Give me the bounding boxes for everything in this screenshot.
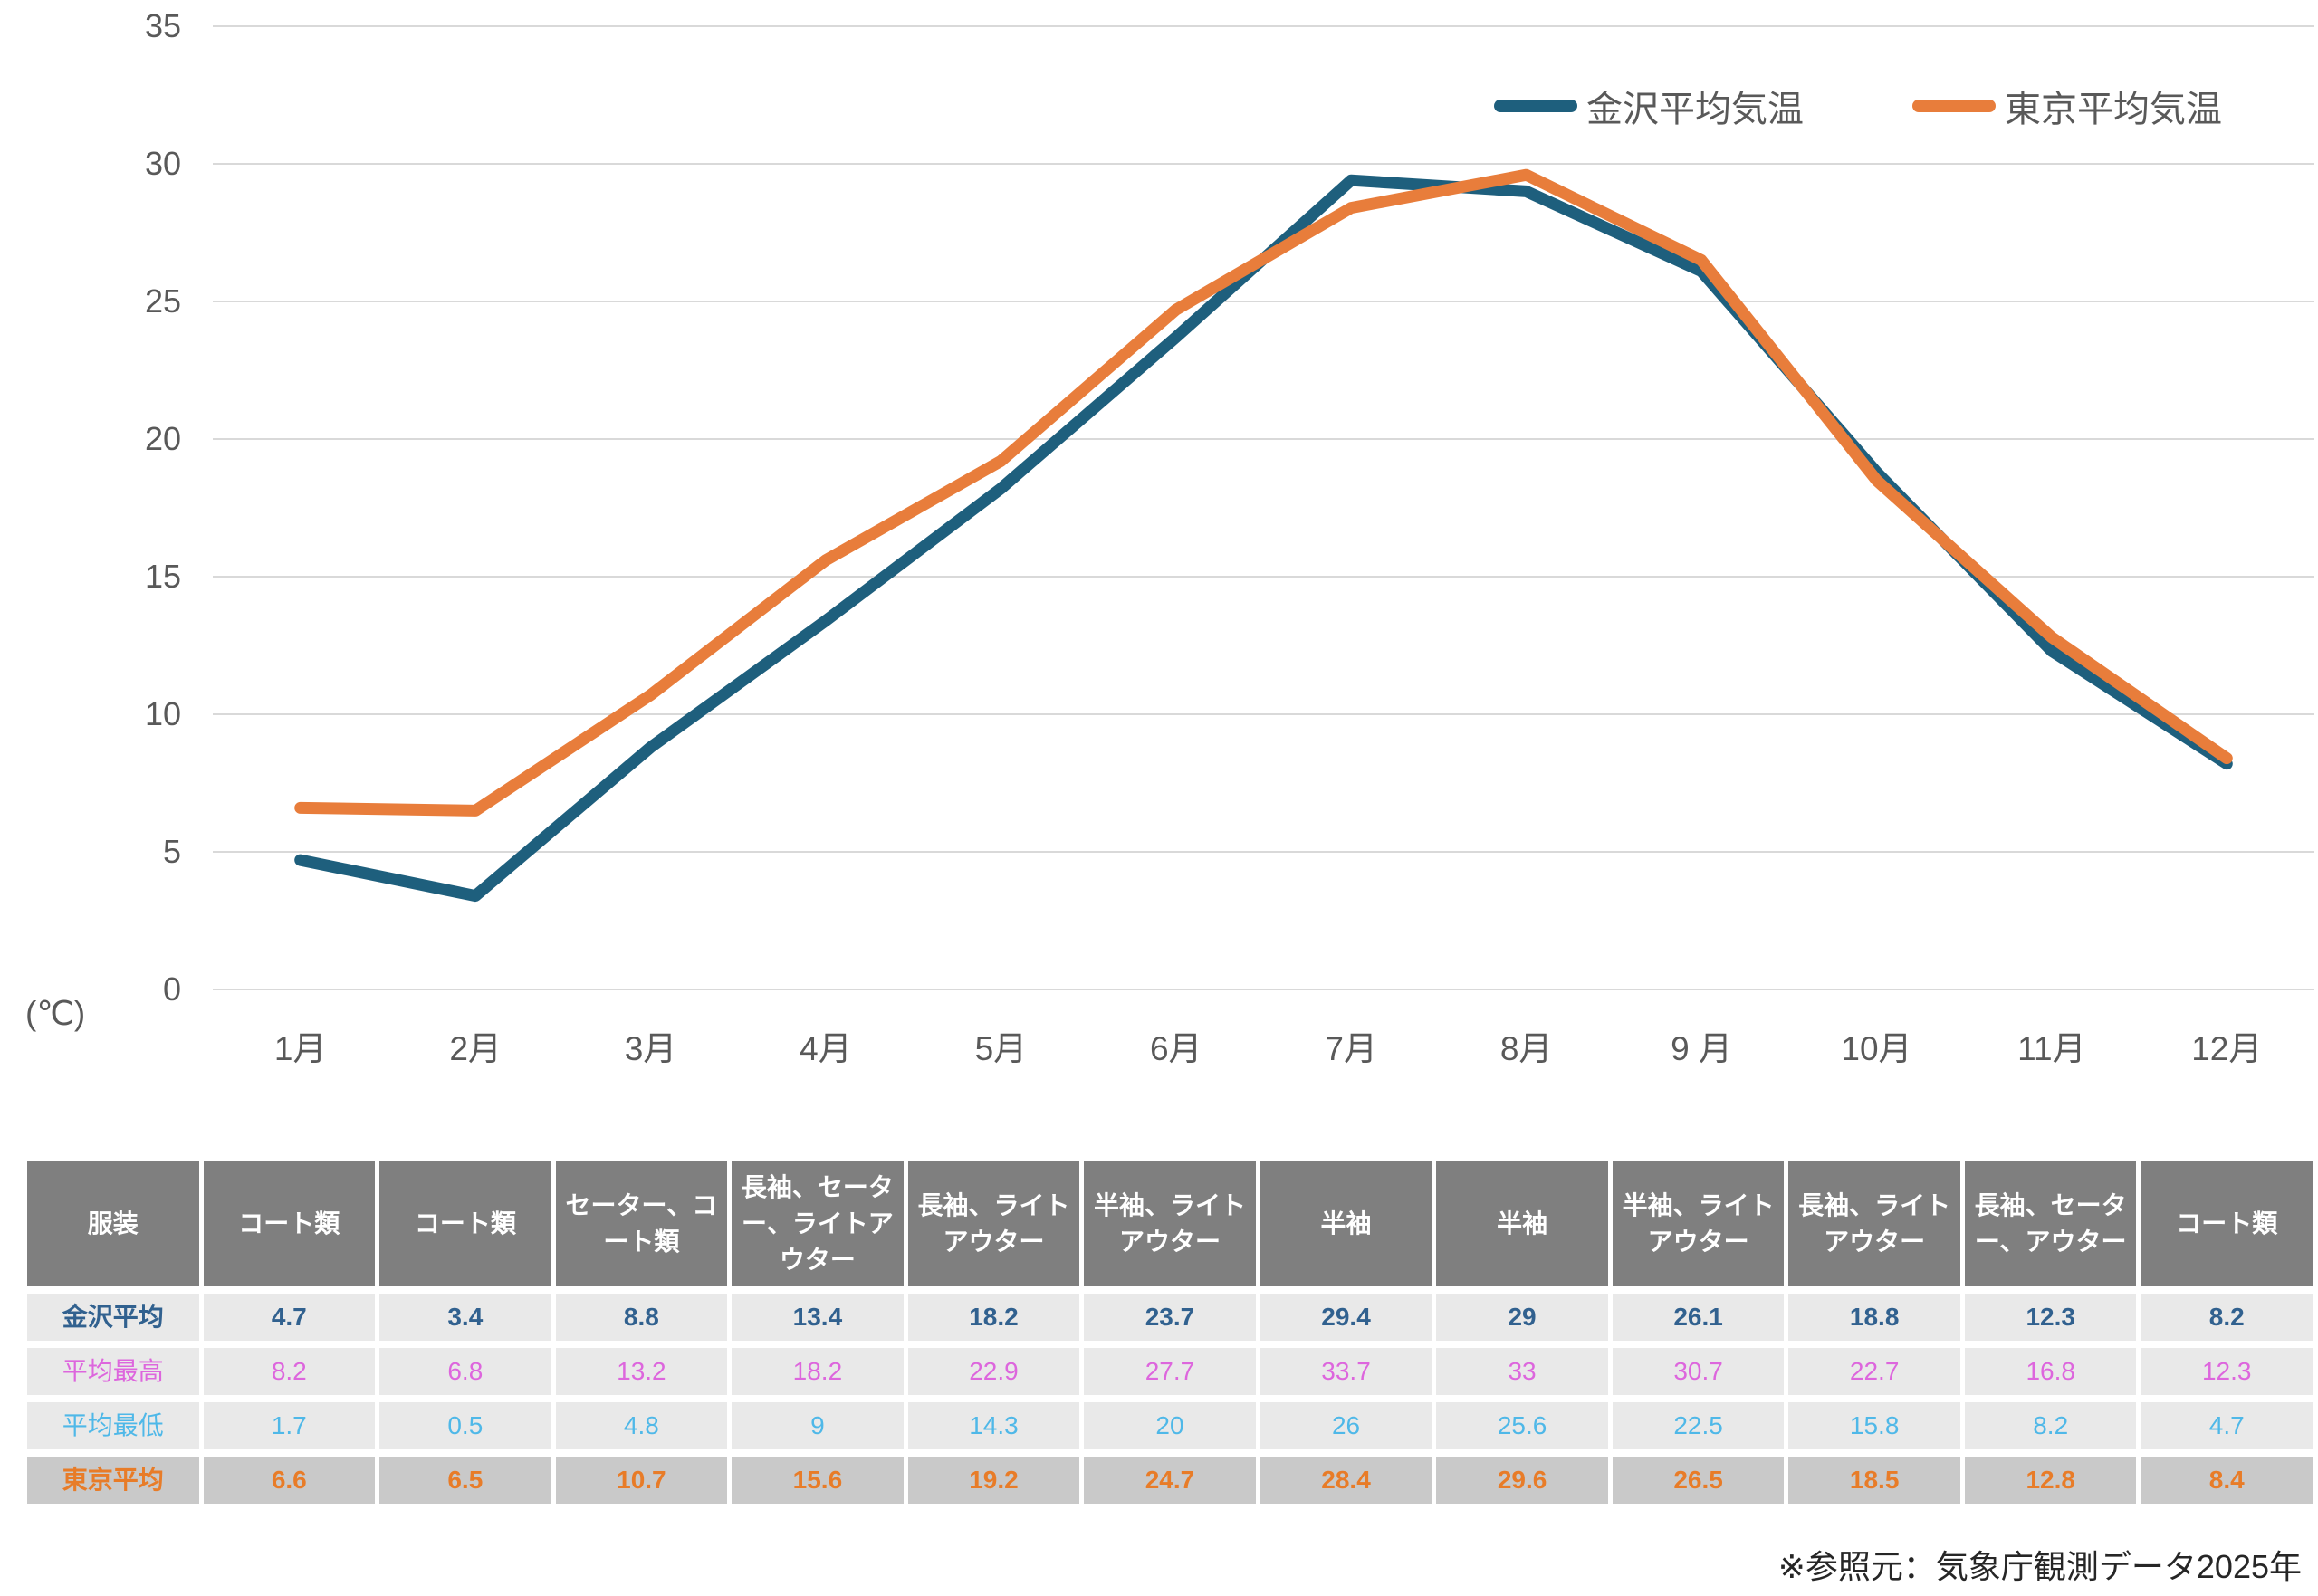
- clothing-temperature-table: 服装 コート類 コート類 セーター、コート類 長袖、セーター、ライトアウター 長袖、ライト…: [27, 1161, 2313, 1504]
- table-cell-r1-m11: 16.8: [1964, 1348, 2137, 1395]
- table-cell-r3-m9: 26.5: [1612, 1457, 1785, 1504]
- table-cell-r3-m2: 6.5: [379, 1457, 551, 1504]
- y-tick-label-25: 25: [144, 282, 181, 320]
- y-tick-label-35: 35: [144, 7, 181, 44]
- table-cell-r3-m11: 12.8: [1964, 1457, 2137, 1504]
- table-cell-r2-m9: 22.5: [1612, 1402, 1785, 1449]
- table-header-month-1: コート類: [203, 1161, 376, 1286]
- table-cell-r2-m2: 0.5: [379, 1402, 551, 1449]
- source-note: ※参照元：気象庁観測データ2025年: [1777, 1548, 2302, 1585]
- y-axis-unit-label: (℃): [25, 995, 86, 1032]
- x-tick-label-1: 1月: [273, 1030, 327, 1067]
- table-cell-r2-m3: 4.8: [555, 1402, 728, 1449]
- x-tick-label-12: 12月: [2191, 1030, 2263, 1067]
- chart-legend: 金沢平均気温 東京平均気温: [1494, 80, 2222, 132]
- table-cell-r1-m10: 22.7: [1788, 1348, 1960, 1395]
- chart-plot-area: [213, 25, 2314, 990]
- x-tick-label-9: 9 月: [1671, 1030, 1732, 1067]
- series-line-1: [294, 168, 2233, 817]
- table-cell-r3-m4: 15.6: [732, 1457, 904, 1504]
- table-header-rowlabel: 服装: [27, 1161, 199, 1286]
- row-label-0: 金沢平均: [27, 1294, 199, 1341]
- table-cell-r1-m8: 33: [1436, 1348, 1608, 1395]
- x-tick-label-6: 6月: [1149, 1030, 1202, 1067]
- x-tick-label-11: 11月: [2017, 1030, 2086, 1067]
- table-header-month-10: 長袖、ライトアウター: [1788, 1161, 1960, 1286]
- row-label-2: 平均最低: [27, 1402, 199, 1449]
- table-cell-r1-m12: 12.3: [2141, 1348, 2313, 1395]
- table-header-month-3: セーター、コート類: [555, 1161, 728, 1286]
- table-cell-r3-m12: 8.4: [2141, 1457, 2313, 1504]
- y-tick-label-30: 30: [144, 145, 181, 182]
- table-header-month-5: 長袖、ライトアウター: [907, 1161, 1080, 1286]
- table-cell-r1-m3: 13.2: [555, 1348, 728, 1395]
- table-cell-r2-m10: 15.8: [1788, 1402, 1960, 1449]
- legend-label-tokyo: 東京平均気温: [2005, 90, 2222, 129]
- table-header-month-12: コート類: [2141, 1161, 2313, 1286]
- x-tick-label-4: 4月: [800, 1030, 852, 1067]
- table-cell-r1-m9: 30.7: [1612, 1348, 1785, 1395]
- x-tick-label-2: 2月: [449, 1030, 502, 1067]
- table-cell-r0-m10: 18.8: [1788, 1294, 1960, 1341]
- temperature-line-chart: 0 5 10 15 20 25 30 35 (℃) 1月 2月 3月 4月 5月 6月 7月 8月 9 月 10…: [25, 7, 2314, 1067]
- table-cell-r1-m5: 22.9: [907, 1348, 1080, 1395]
- table-cell-r0-m12: 8.2: [2141, 1294, 2313, 1341]
- table-cell-r3-m6: 24.7: [1084, 1457, 1256, 1504]
- tokyo-line-swatch: [1912, 100, 1996, 112]
- table-cell-r0-m8: 29: [1436, 1294, 1608, 1341]
- x-tick-label-10: 10月: [1841, 1030, 1912, 1067]
- y-tick-label-5: 5: [162, 833, 181, 870]
- x-tick-label-7: 7月: [1325, 1030, 1377, 1067]
- table-cell-r3-m7: 28.4: [1260, 1457, 1432, 1504]
- table-cell-r0-m3: 8.8: [555, 1294, 728, 1341]
- table-cell-r0-m5: 18.2: [907, 1294, 1080, 1341]
- table-cell-r2-m4: 9: [732, 1402, 904, 1449]
- table-cell-r0-m6: 23.7: [1084, 1294, 1256, 1341]
- table-cell-r3-m5: 19.2: [907, 1457, 1080, 1504]
- table-cell-r2-m8: 25.6: [1436, 1402, 1608, 1449]
- table-cell-r1-m4: 18.2: [732, 1348, 904, 1395]
- table-cell-r2-m6: 20: [1084, 1402, 1256, 1449]
- x-tick-label-3: 3月: [624, 1030, 677, 1067]
- x-tick-label-8: 8月: [1499, 1030, 1553, 1067]
- table-cell-r3-m1: 6.6: [203, 1457, 376, 1504]
- legend-item-kanazawa: 金沢平均気温: [1494, 80, 1804, 132]
- table-cell-r1-m6: 27.7: [1084, 1348, 1256, 1395]
- table-cell-r3-m10: 18.5: [1788, 1457, 1960, 1504]
- table-cell-r3-m3: 10.7: [555, 1457, 728, 1504]
- x-tick-label-5: 5月: [974, 1030, 1028, 1067]
- table-cell-r0-m4: 13.4: [732, 1294, 904, 1341]
- table-cell-r2-m7: 26: [1260, 1402, 1432, 1449]
- kanazawa-line-swatch: [1494, 100, 1577, 112]
- table-cell-r1-m2: 6.8: [379, 1348, 551, 1395]
- table-cell-r0-m7: 29.4: [1260, 1294, 1432, 1341]
- legend-label-kanazawa: 金沢平均気温: [1586, 90, 1804, 129]
- table-cell-r0-m1: 4.7: [203, 1294, 376, 1341]
- table-header-month-9: 半袖、ライトアウター: [1612, 1161, 1785, 1286]
- table-header-month-11: 長袖、セーター、アウター: [1964, 1161, 2137, 1286]
- table-header-month-4: 長袖、セーター、ライトアウター: [732, 1161, 904, 1286]
- table-header-month-8: 半袖: [1436, 1161, 1608, 1286]
- y-tick-label-20: 20: [144, 420, 181, 457]
- table-cell-r1-m1: 8.2: [203, 1348, 376, 1395]
- table-cell-r2-m1: 1.7: [203, 1402, 376, 1449]
- legend-item-tokyo: 東京平均気温: [1912, 80, 2222, 132]
- table-cell-r0-m11: 12.3: [1964, 1294, 2137, 1341]
- table-cell-r0-m2: 3.4: [379, 1294, 551, 1341]
- table-cell-r2-m11: 8.2: [1964, 1402, 2137, 1449]
- y-tick-label-10: 10: [144, 695, 181, 732]
- table-header-month-6: 半袖、ライトアウター: [1084, 1161, 1256, 1286]
- table-cell-r2-m12: 4.7: [2141, 1402, 2313, 1449]
- row-label-1: 平均最高: [27, 1348, 199, 1395]
- row-label-3: 東京平均: [27, 1457, 199, 1504]
- table-header-month-2: コート類: [379, 1161, 551, 1286]
- y-tick-label-0: 0: [162, 970, 181, 1008]
- table-cell-r1-m7: 33.7: [1260, 1348, 1432, 1395]
- table-cell-r3-m8: 29.6: [1436, 1457, 1608, 1504]
- table-cell-r2-m5: 14.3: [907, 1402, 1080, 1449]
- y-tick-label-15: 15: [144, 558, 181, 595]
- table-cell-r0-m9: 26.1: [1612, 1294, 1785, 1341]
- table-header-month-7: 半袖: [1260, 1161, 1432, 1286]
